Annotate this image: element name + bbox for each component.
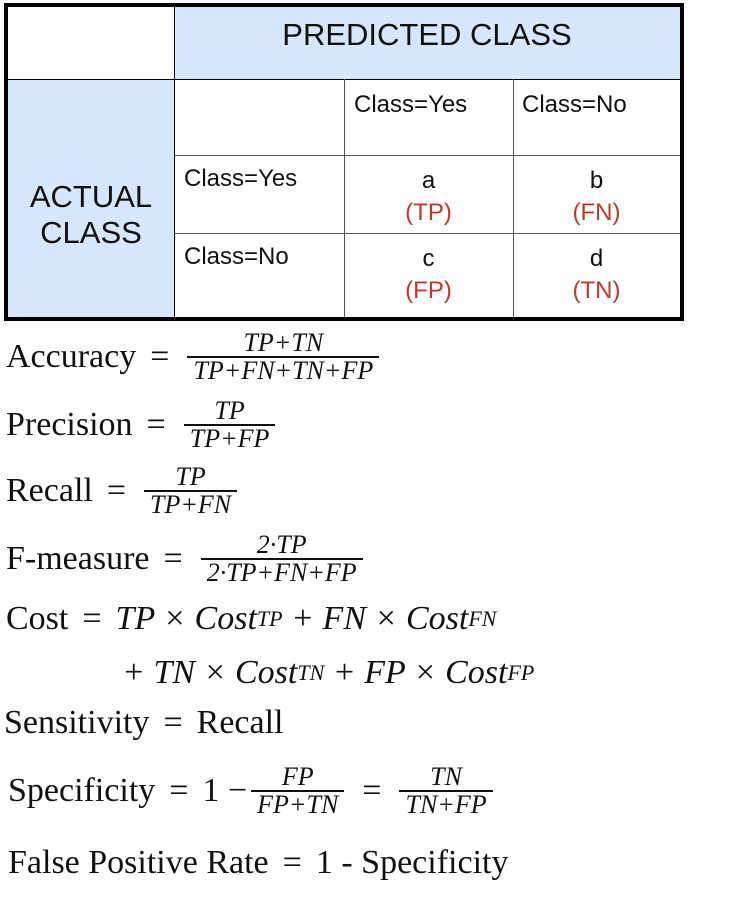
fraction: TP+TN TP+FN+TN+FP [187,328,380,384]
denominator: FP+TN [251,790,345,818]
cell-letter: a [421,167,436,194]
denominator: TP+FN [144,490,238,518]
numerator: FP [281,762,314,791]
equals-sign: = [146,406,166,443]
col-label-yes: Class=Yes [354,91,468,118]
cell-letter: d [589,245,604,272]
row-label-no: Class=No [184,243,289,270]
formula-label: False Positive Rate [8,844,269,881]
formula-label: Recall [6,472,93,509]
cost-term: + FN × Cost [282,600,469,637]
numerator: TP+TN [243,328,324,357]
cost-formula-line1: Cost = TP × Cost TP + FN × Cost FN [6,600,496,638]
col-label-no: Class=No [522,91,627,118]
cell-fp: c (FP) [344,243,513,307]
cost-subscript: FP [507,660,535,685]
formula-label: Sensitivity [4,704,150,741]
equals-sign: = [150,338,170,375]
predicted-class-title: PREDICTED CLASS [282,17,572,52]
cost-term: + TN × Cost [122,654,298,691]
precision-formula: Precision = TP TP+FP [6,398,279,452]
cost-subscript: FN [468,606,497,631]
formula-label: Accuracy [6,338,137,375]
confusion-matrix: PREDICTED CLASS ACTUAL CLASS Class=Yes C… [4,3,684,321]
fraction: TP TP+FN [144,462,238,518]
fraction: FP FP+TN [251,762,345,818]
grid-line [174,7,175,317]
f-measure-formula: F-measure = 2·TP 2·TP+FN+FP [6,532,367,586]
equals-sign: = [163,540,183,577]
actual-class-header [8,79,174,317]
cost-subscript: TP [256,606,283,631]
numerator: TP [175,462,206,491]
actual-class-line1: ACTUAL [29,179,153,214]
formula-label: Cost [6,600,69,637]
formula-term: 1 − [202,772,248,809]
actual-class-title: ACTUAL CLASS [8,179,174,251]
grid-line [344,79,345,317]
cost-term: TP × Cost [115,600,257,637]
numerator: TP [214,396,245,425]
recall-formula: Recall = TP TP+FN [6,464,241,518]
cell-tp: a (TP) [344,165,513,229]
formula-label: Precision [6,406,133,443]
denominator: TP+FP [183,424,276,452]
cost-subscript: TN [297,660,325,685]
grid-line [513,79,514,317]
equals-sign: = [282,844,302,881]
fraction: TP TP+FP [183,396,276,452]
cell-tag: (TP) [405,199,452,226]
specificity-formula: Specificity = 1 − FP FP+TN = TN TN+FP [8,764,497,818]
formula-rhs: Recall [196,704,284,741]
cell-letter: b [589,167,604,194]
equals-sign: = [362,772,382,809]
predicted-class-header [174,7,680,79]
formula-label: F-measure [6,540,150,577]
actual-class-line2: CLASS [40,215,142,250]
cell-tag: (TN) [572,277,621,304]
cell-tag: (FP) [405,277,452,304]
cell-tag: (FN) [572,199,621,226]
row-label-yes: Class=Yes [184,165,298,192]
cost-term: + FP × Cost [324,654,508,691]
equals-sign: = [82,600,102,637]
cell-letter: c [422,245,435,272]
formula-label: Specificity [8,772,156,809]
grid-line [174,155,680,156]
accuracy-formula: Accuracy = TP+TN TP+FN+TN+FP [6,330,383,384]
sensitivity-formula: Sensitivity = Recall [4,704,284,742]
numerator: 2·TP [256,530,307,559]
cell-tn: d (TN) [513,243,680,307]
equals-sign: = [169,772,189,809]
denominator: TN+FP [399,790,493,818]
cell-fn: b (FN) [513,165,680,229]
fraction: TN TN+FP [399,762,493,818]
denominator: TP+FN+TN+FP [187,356,380,384]
equals-sign: = [106,472,127,509]
denominator: 2·TP+FN+FP [200,558,363,586]
numerator: TN [430,762,462,791]
grid-line [174,233,680,234]
false-positive-rate-formula: False Positive Rate = 1 - Specificity [8,844,508,882]
fraction: 2·TP 2·TP+FN+FP [200,530,363,586]
equals-sign: = [163,704,183,741]
cost-formula-line2: + TN × Cost TN + FP × Cost FP [122,654,534,692]
formula-rhs: 1 - Specificity [315,844,509,881]
